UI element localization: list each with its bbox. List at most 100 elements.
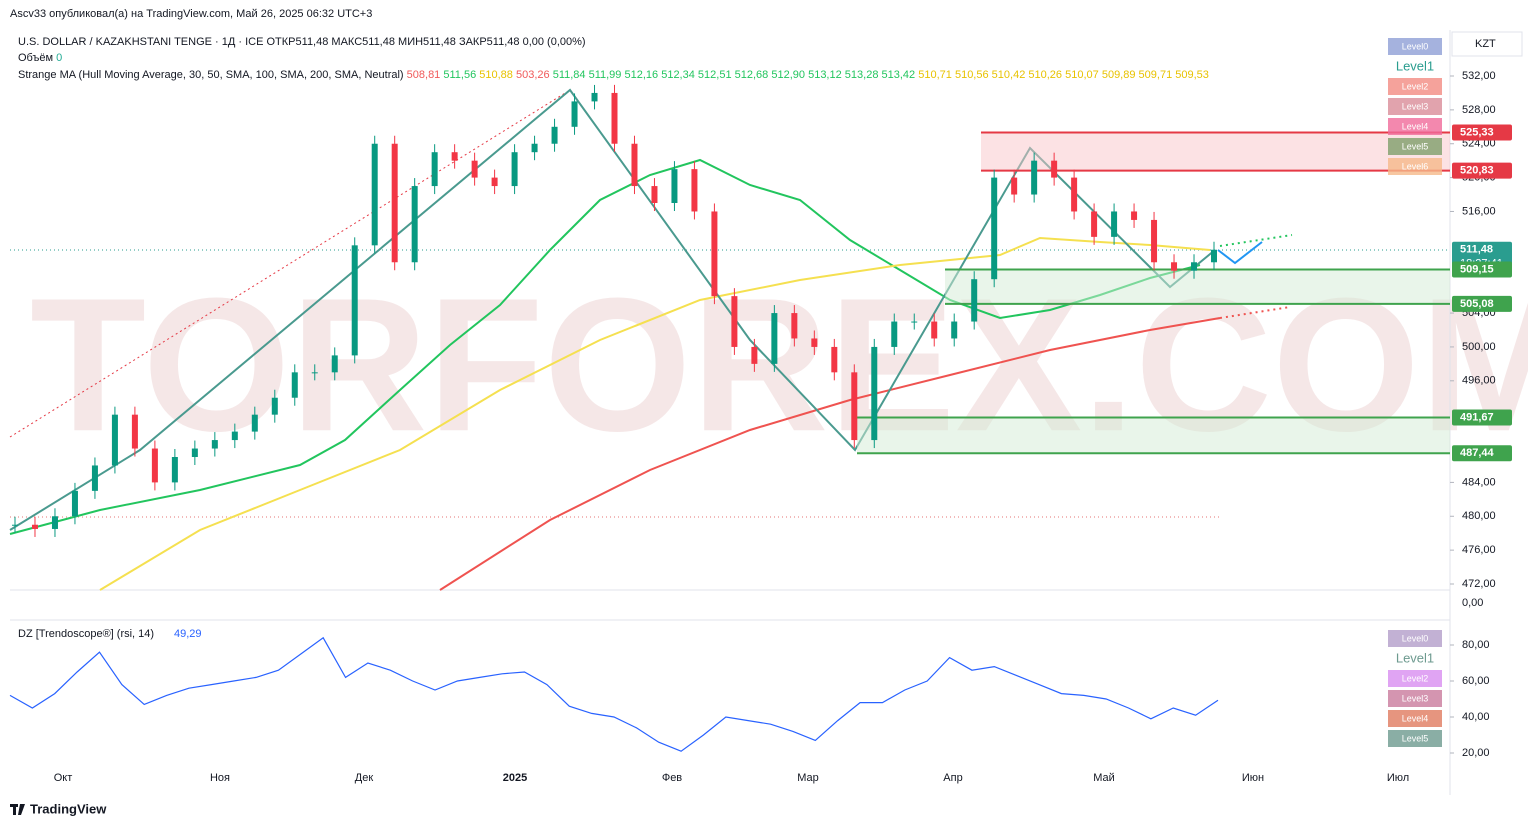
ohlc-value: МИН511,48 — [398, 36, 456, 48]
indicator-value: 513,42 — [882, 69, 916, 81]
price-tick-label: 528,00 — [1462, 104, 1496, 116]
currency-box[interactable] — [1451, 31, 1523, 57]
price-label-box — [1452, 124, 1512, 141]
candle — [511, 152, 518, 187]
indicator-value: 509,89 — [1102, 69, 1136, 81]
candle — [671, 169, 678, 203]
time-label: Апр — [943, 772, 962, 784]
author-line: Ascv33 опубликовал(а) на TradingView.com… — [10, 8, 372, 20]
zone — [857, 417, 1450, 454]
candle — [71, 490, 78, 517]
indicator-value: 509,71 — [1139, 69, 1173, 81]
candle — [951, 321, 958, 339]
candle — [811, 338, 818, 347]
ma-line — [99, 236, 1211, 591]
candle — [211, 440, 218, 449]
candle — [591, 92, 598, 102]
candle — [411, 186, 418, 263]
candle — [1211, 249, 1217, 263]
ohlc-value: ОТКР511,48 — [267, 36, 329, 48]
level-box — [1388, 158, 1442, 175]
indicator-line: Strange MA (Hull Moving Average, 30, 50,… — [18, 69, 1209, 81]
candle — [1031, 160, 1038, 195]
candle — [271, 397, 278, 415]
projection — [1217, 241, 1263, 265]
ma-line — [9, 158, 1201, 535]
rsi-tick-label: 20,00 — [1462, 747, 1490, 759]
candle — [1011, 177, 1018, 195]
rsi-tick-label: 80,00 — [1462, 639, 1490, 651]
price-tick-label: 476,00 — [1462, 544, 1496, 556]
price-tick-label: 516,00 — [1462, 205, 1496, 217]
candle — [131, 414, 138, 449]
time-label: Июн — [1242, 772, 1264, 784]
candle — [891, 321, 898, 347]
candle — [1151, 219, 1158, 263]
level-box — [1388, 78, 1442, 95]
level-box — [1388, 58, 1442, 75]
indicator-value: 510,07 — [1065, 69, 1099, 81]
time-label: Май — [1093, 772, 1115, 784]
zone — [945, 269, 1450, 304]
time-label: Мар — [797, 772, 819, 784]
level-box — [1388, 98, 1442, 115]
indicator-value: 503,26 — [516, 69, 550, 81]
indicator-name: Strange MA (Hull Moving Average, 30, 50,… — [18, 69, 404, 81]
projection — [1219, 234, 1293, 247]
candle — [491, 177, 498, 187]
indicator-value: 512,51 — [698, 69, 732, 81]
level-label: Level4 — [1402, 713, 1429, 723]
tv-icon — [10, 804, 25, 815]
candle — [571, 101, 578, 127]
candle — [371, 143, 378, 246]
candle — [351, 245, 358, 356]
price-label-box — [1452, 162, 1512, 179]
ohlc-value: МАКС511,48 — [331, 36, 395, 48]
time-label: 2025 — [503, 772, 527, 784]
indicator-value: 512,16 — [624, 69, 658, 81]
level-box — [1388, 138, 1442, 155]
price-tick-label: 480,00 — [1462, 510, 1496, 522]
indicator-value: 511,99 — [589, 69, 622, 81]
price-tick-label: 532,00 — [1462, 70, 1496, 82]
price-label-box — [1452, 409, 1512, 426]
candle — [731, 296, 738, 347]
level-box — [1388, 710, 1442, 727]
level-label: Level3 — [1402, 693, 1429, 703]
indicator-value: 509,53 — [1175, 69, 1209, 81]
candle — [471, 160, 478, 178]
candle — [791, 313, 798, 339]
candle — [751, 346, 758, 364]
currency: KZT — [1475, 38, 1496, 50]
indicator-value: 512,34 — [661, 69, 695, 81]
candle — [1111, 211, 1118, 237]
candle — [111, 414, 118, 466]
candle — [171, 457, 178, 483]
candle — [1131, 211, 1138, 220]
level-box — [1388, 630, 1442, 647]
time-label: Окт — [54, 772, 73, 784]
candle — [51, 516, 58, 529]
candle — [551, 126, 558, 144]
indicator-value: 510,88 — [479, 69, 513, 81]
candle — [871, 346, 878, 441]
price-label: 505,08 — [1460, 298, 1494, 310]
level-label: Level2 — [1402, 81, 1429, 91]
candle — [1171, 262, 1178, 271]
candle — [911, 321, 918, 323]
time-label: Июл — [1387, 772, 1409, 784]
candle — [991, 177, 998, 280]
candle — [451, 152, 458, 161]
indicator-value: 510,71 — [918, 69, 952, 81]
volume-zero-label: 0,00 — [1462, 597, 1483, 609]
zone — [981, 132, 1450, 171]
candle — [251, 414, 258, 432]
candle — [611, 92, 618, 144]
level-box — [1388, 670, 1442, 687]
price-label: 509,15 — [1460, 263, 1494, 275]
price-label: 525,33 — [1460, 126, 1494, 138]
candle — [151, 448, 158, 483]
indicator-value: 513,12 — [808, 69, 842, 81]
ohlc-value: 0,00 (0,00%) — [523, 36, 586, 48]
